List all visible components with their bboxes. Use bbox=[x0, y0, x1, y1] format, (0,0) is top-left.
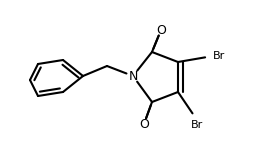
Text: Br: Br bbox=[191, 120, 203, 130]
Text: Br: Br bbox=[213, 51, 225, 61]
Text: O: O bbox=[139, 118, 149, 131]
Text: O: O bbox=[156, 24, 166, 36]
Text: N: N bbox=[128, 70, 138, 82]
